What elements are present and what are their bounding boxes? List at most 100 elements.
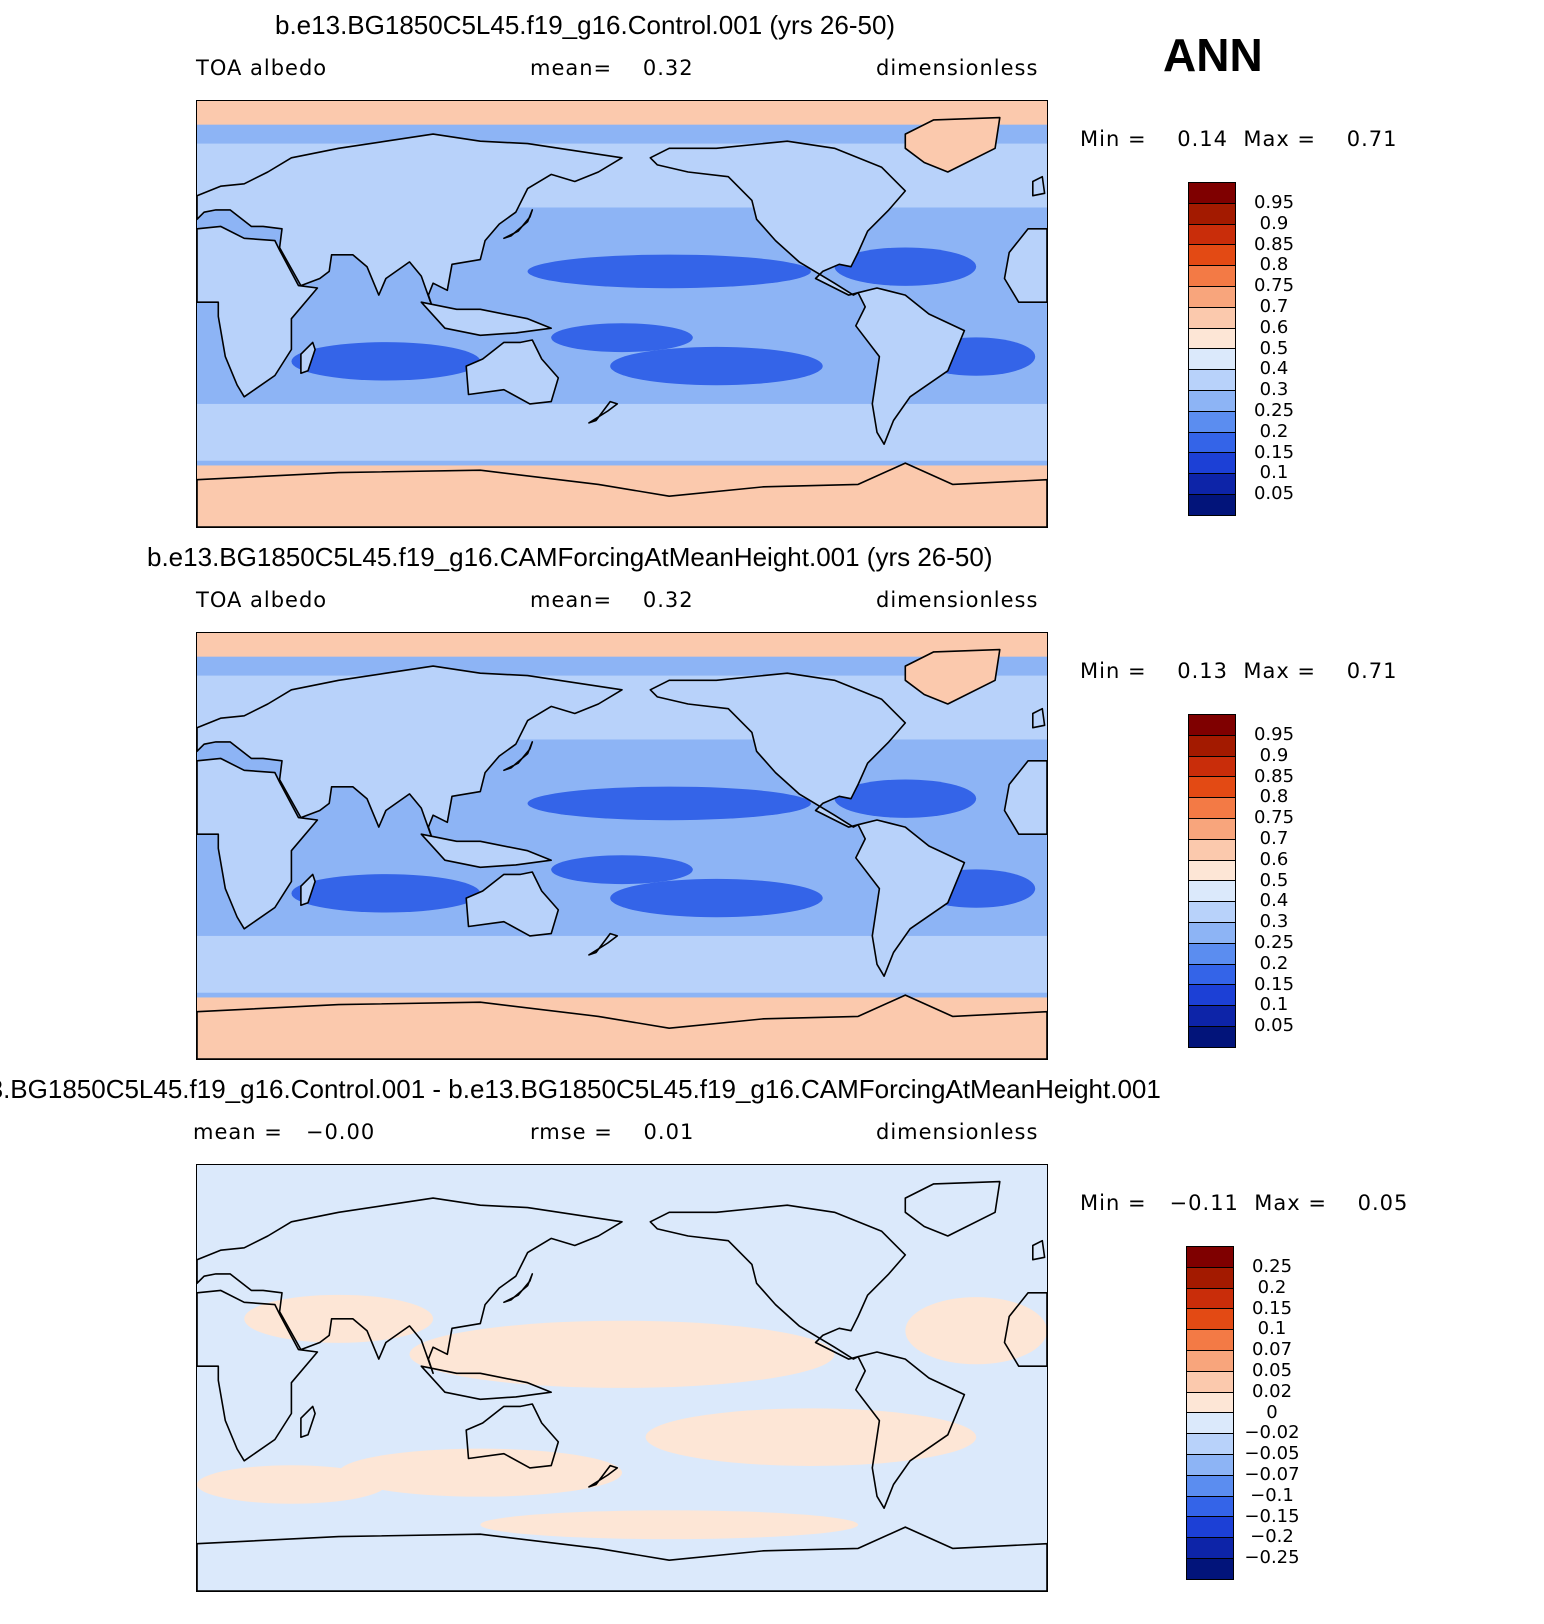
colorbar-tick-label: −0.05 [1244,1443,1300,1465]
colorbar-tick-label: 0.5 [1259,337,1289,359]
colorbar-swatch [1186,1537,1234,1558]
colorbar-tick-label: 0.1 [1259,462,1289,484]
colorbar-tick-label: 0.07 [1251,1339,1293,1361]
colorbar-swatch [1188,797,1236,818]
colorbar-tick-label: 0.05 [1253,483,1295,505]
low-albedo-region [527,786,811,821]
polar-band-north [197,101,1047,125]
coastline-indonesia [420,301,552,337]
colorbar-swatch [1188,452,1236,474]
low-albedo-region [551,855,693,885]
coastline-eurasia [197,133,623,311]
colorbar [1188,182,1236,516]
colorbar-tick-label: −0.2 [1250,1526,1294,1548]
colorbar-swatch [1186,1433,1234,1454]
coastline-samerica [855,287,966,445]
coastline-antarctica [197,462,1047,527]
coastline-africaW [1003,760,1047,835]
coastline-nz [588,400,619,424]
colorbar-swatch [1186,1495,1234,1517]
coastline-australia [465,339,560,405]
colorbar-swatch [1188,714,1236,735]
colorbar-swatch [1186,1370,1234,1392]
colorbar-swatch [1188,776,1236,798]
colorbar-swatch [1188,431,1236,453]
units-label: dimensionless [876,588,1039,612]
colorbar-swatch [1188,838,1236,860]
colorbar-tick-label: 0.15 [1253,973,1295,995]
colorbar-swatch [1188,223,1236,245]
colorbar-tick-label: 0.95 [1253,192,1295,213]
colorbar-tick-label: 0.75 [1253,807,1295,829]
colorbar-swatch [1186,1557,1234,1580]
min-max-label: Min = 0.13 Max = 0.71 [1080,659,1398,683]
colorbar [1188,714,1236,1048]
coastline-eurasia [197,1197,623,1375]
positive-region [905,1297,1047,1365]
colorbar-tick-label: 0.15 [1253,441,1295,463]
coastline-namerica [649,1204,907,1360]
coastline-namerica [649,140,907,296]
low-albedo-region [291,342,481,381]
coastline-australia [465,1403,560,1469]
coastline-africa [197,757,319,930]
colorbar-swatch [1188,327,1236,349]
colorbar-tick-label: 0.05 [1251,1360,1293,1381]
coastline-namerica [649,672,907,828]
colorbar-swatch [1188,285,1236,307]
coastline-antarctica [197,1526,1047,1591]
colorbar-swatch [1188,755,1236,777]
colorbar-swatch [1188,348,1236,370]
variable-label: TOA albedo [196,588,328,612]
colorbar-tick-label: 0.05 [1253,1015,1295,1037]
variable-label: TOA albedo [196,56,328,80]
colorbar-tick-label: −0.15 [1244,1505,1300,1527]
mean-label: mean= 0.32 [530,588,694,612]
colorbar-tick-label: −0.25 [1244,1547,1300,1569]
low-albedo-region [291,874,481,913]
coastline-madagascar [300,341,316,374]
mean-label: mean = −0.00 [193,1120,376,1144]
coastline-africaW [1003,1292,1047,1367]
coastline-madagascar [300,1405,316,1438]
coastline-uk [1032,1239,1046,1261]
colorbar-swatch [1188,1005,1236,1026]
colorbar-swatch [1188,921,1236,943]
map-difference-svg [197,1165,1047,1591]
coastline-uk [1032,175,1046,197]
coastline-samerica [855,819,966,977]
colorbar-swatch [1186,1246,1234,1267]
rmse-label: rmse = 0.01 [530,1120,695,1144]
low-albedo-region [527,254,811,289]
colorbar-tick-label: 0.25 [1251,1256,1293,1277]
midlat-band-south [197,935,1047,993]
colorbar-tick-label: 0.02 [1251,1380,1293,1402]
coastline-japan [503,209,534,240]
colorbar-tick-label: 0.6 [1259,848,1289,870]
colorbar-tick-label: 0.1 [1257,1318,1287,1340]
positive-region [197,1465,386,1504]
colorbar-swatch [1188,817,1236,839]
colorbar-swatch [1188,244,1236,266]
map-camforcing-svg [197,633,1047,1059]
colorbar-swatch [1188,493,1236,516]
coastline-indonesia [420,1365,552,1401]
panel-title: b.e13.BG1850C5L45.f19_g16.Control.001 (y… [275,10,896,40]
coastline-nz [588,1464,619,1488]
units-label: dimensionless [876,1120,1039,1144]
coastline-uk [1032,707,1046,729]
midlat-band-south [197,403,1047,461]
coastline-greenland [904,1180,1001,1237]
colorbar-swatch [1188,984,1236,1006]
colorbar-swatch [1188,473,1236,494]
units-label: dimensionless [876,56,1039,80]
colorbar-tick-label: 0.85 [1253,765,1295,787]
colorbar-tick-label: 0.25 [1253,932,1295,953]
map-control [196,100,1048,528]
colorbar-swatch [1188,410,1236,432]
colorbar-tick-label: 0.4 [1259,890,1289,912]
colorbar-tick-label: 0.9 [1259,212,1289,234]
colorbar-tick-label: 0.2 [1259,952,1289,974]
map-camforcing [196,632,1048,1060]
coastline-africa [197,1289,319,1462]
